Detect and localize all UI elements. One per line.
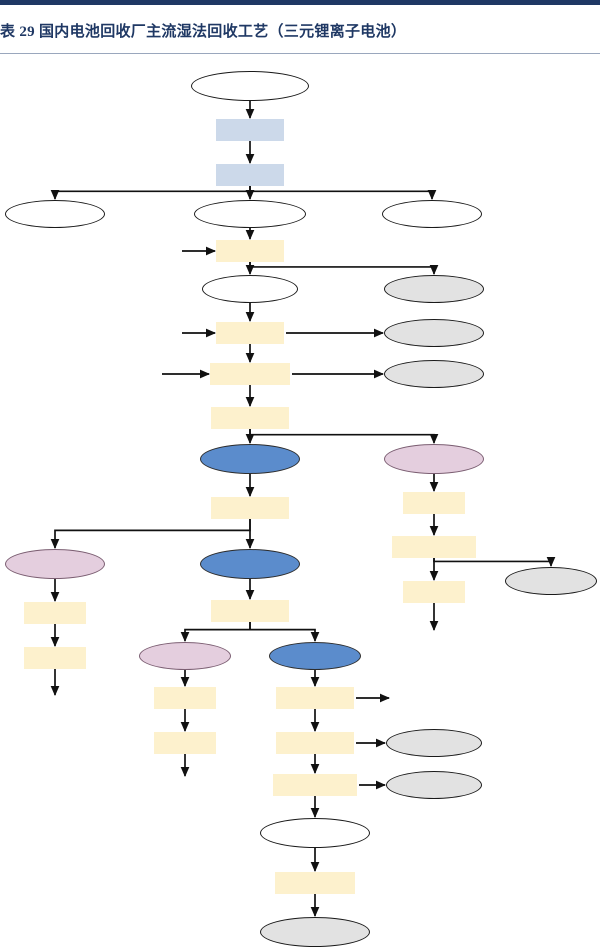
flow-node-n21 [403,492,465,514]
connector [249,622,320,643]
flow-node-n42 [386,771,482,799]
flow-node-n16 [384,360,484,388]
flow-node-n32 [269,642,361,670]
flow-node-n39 [386,729,482,757]
title-divider [0,53,600,54]
flow-node-n23 [200,549,300,579]
flow-node-n5 [194,200,306,228]
connector [180,622,251,643]
flow-node-n43 [260,818,370,848]
flow-node-n33 [30,696,80,712]
flow-node-n3 [216,164,284,186]
flow-node-n19 [384,444,484,474]
connector [249,186,437,201]
flow-node-n44 [275,872,355,894]
flow-node-n34 [154,687,216,709]
connector [249,262,439,276]
flow-node-n26 [505,567,597,595]
flow-node-n29 [409,631,459,647]
page-title: 表 29 国内电池回收厂主流湿法回收工艺（三元锂离子电池） [0,24,407,40]
connector [433,556,556,568]
flow-node-n18 [200,444,300,474]
flow-node-n14 [136,366,160,382]
flow-node-n6 [382,200,482,228]
flow-node-n22 [5,549,105,579]
flow-node-n7 [134,243,180,259]
flow-node-n36 [390,690,440,706]
flow-node-n30 [24,647,86,669]
flow-node-n4 [5,200,105,228]
flow-node-n2 [216,119,284,141]
flow-node-n41 [273,774,357,796]
flow-node-n37 [154,732,216,754]
connector [50,186,251,201]
flow-node-n28 [211,600,289,622]
flow-node-n13 [384,319,484,347]
flow-node-n8 [216,240,284,262]
flow-node-n40 [160,777,210,793]
flow-node-n17 [211,407,289,429]
flow-node-n25 [403,581,465,603]
flow-node-n38 [276,732,354,754]
connector [50,519,251,550]
flow-node-n12 [216,322,284,344]
flowchart-connectors [50,101,556,918]
flow-node-n35 [276,687,354,709]
flow-node-n20 [211,497,289,519]
flow-node-n1 [191,71,309,101]
flow-node-n27 [24,602,86,624]
flow-node-n9 [202,275,298,303]
flow-node-n15 [210,363,290,385]
top-accent-bar [0,0,600,5]
flow-node-n24 [392,536,476,558]
connector [249,429,439,445]
flowchart-canvas [0,56,600,947]
flow-node-n45 [260,917,370,947]
flow-node-n31 [139,642,231,670]
flow-node-n11 [134,325,180,341]
flow-node-n10 [384,275,484,303]
